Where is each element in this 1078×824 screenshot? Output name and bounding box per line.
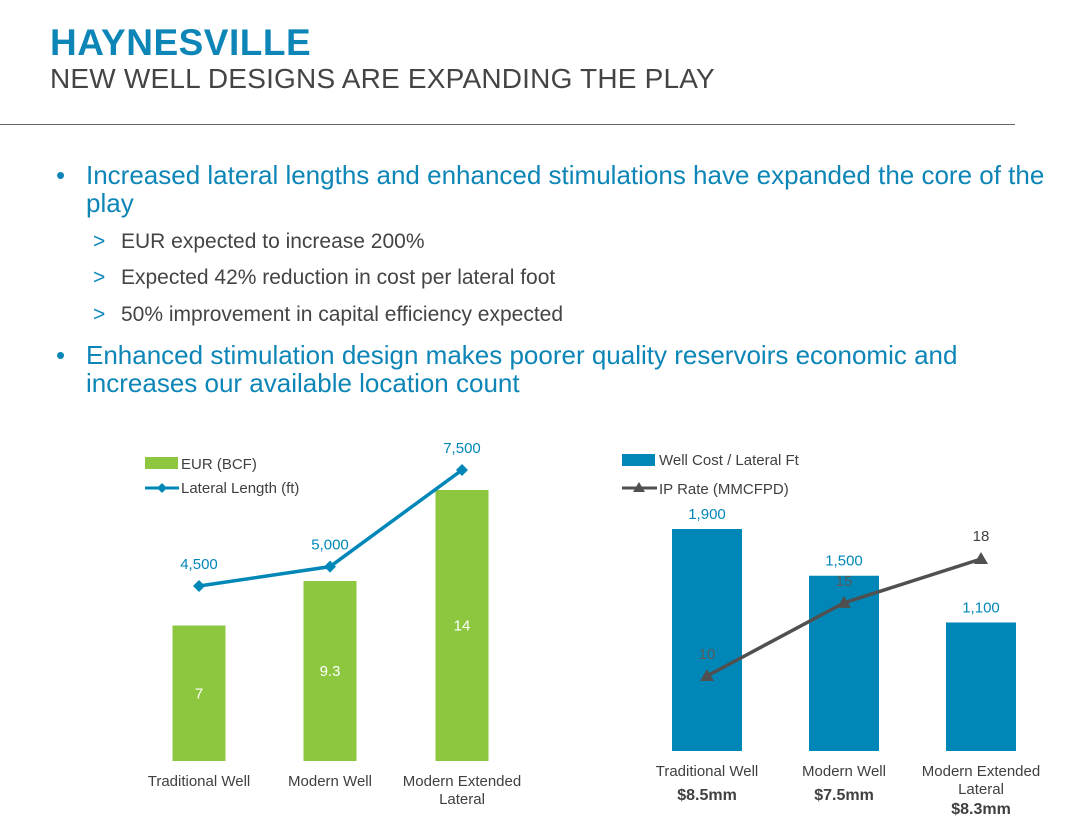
category-cost-sublabel: $8.5mm [677,787,737,804]
lateral-length-label: 7,500 [443,440,481,457]
well-cost-label: 1,900 [688,506,726,523]
legend-lateral-marker [157,483,167,493]
ip-rate-label: 15 [836,573,853,590]
eur-bar-label: 7 [195,685,203,702]
legend-cost-swatch [622,454,655,466]
eur-bar-label: 14 [454,618,471,635]
bullet-text: Enhanced stimulation design makes poorer… [86,340,958,398]
legend-ip-marker [633,482,645,492]
ip-rate-label: 18 [973,528,990,545]
category-label: Modern Well [288,773,372,790]
well-cost-bar [946,622,1016,751]
category-label: Modern Extended [922,763,1040,780]
page-title: HAYNESVILLE [50,22,312,63]
legend-lateral-label: Lateral Length (ft) [181,480,299,497]
bullet-dot: • [56,160,66,190]
legend-cost-label: Well Cost / Lateral Ft [659,452,800,469]
category-label: Traditional Well [656,763,759,780]
category-cost-sublabel: $8.3mm [951,801,1011,818]
ip-rate-point [837,595,851,608]
legend-ip-label: IP Rate (MMCFPD) [659,481,789,498]
eur-bar-label: 9.3 [320,663,341,680]
bullet-dot: • [56,340,66,370]
ip-rate-point [974,552,988,564]
legend-eur-label: EUR (BCF) [181,456,257,473]
category-label: Traditional Well [148,773,251,790]
category-label-line2: Lateral [958,781,1004,798]
ip-rate-label: 10 [699,646,716,663]
sub-bullet-text: Expected 42% reduction in cost per later… [121,266,556,289]
sub-bullet-text: EUR expected to increase 200% [121,230,425,253]
eur-bar [303,580,357,761]
bullet-text: Increased lateral lengths and enhanced s… [86,160,1045,218]
category-label: Modern Extended Lateral [403,773,521,808]
eur-bar [172,625,226,761]
well-cost-label: 1,100 [962,599,1000,616]
ip-rate-point [700,669,714,681]
page-subtitle: NEW WELL DESIGNS ARE EXPANDING THE PLAY [50,63,715,94]
category-label: Modern Well [802,763,886,780]
lateral-length-label: 4,500 [180,556,218,573]
sub-bullet-arrow: > [93,266,106,289]
category-cost-sublabel: $7.5mm [814,787,874,804]
sub-bullet-arrow: > [93,230,106,253]
lateral-length-label: 5,000 [311,537,349,554]
sub-bullet-arrow: > [93,303,106,326]
lateral-length-point [324,560,336,573]
lateral-length-point [456,464,468,476]
legend-eur-swatch [145,457,178,469]
eur-bar [435,490,489,761]
title-divider [0,124,1015,125]
sub-bullet-text: 50% improvement in capital efficiency ex… [121,303,564,326]
well-cost-label: 1,500 [825,553,863,570]
well-cost-bar [672,529,742,751]
lateral-length-point [193,580,205,592]
